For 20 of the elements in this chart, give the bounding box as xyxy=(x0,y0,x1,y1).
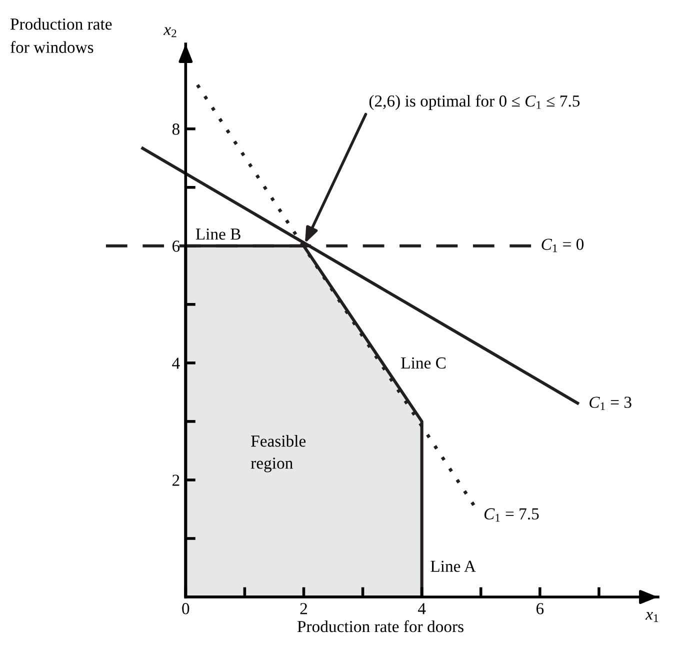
y-axis-title: Production rate for windows xyxy=(10,18,112,53)
annotation: Line C xyxy=(401,357,446,369)
x-tick-label: 2 xyxy=(300,603,307,614)
annotation: Feasible region xyxy=(250,435,306,472)
x-tick-label: 0 xyxy=(182,603,190,614)
y-tick-label: 2 xyxy=(172,474,180,486)
annotation: Line B xyxy=(196,228,240,240)
text: x$_{2}$ xyxy=(163,27,176,38)
x-tick-label: 6 xyxy=(536,603,544,614)
text: x$_{1}$ xyxy=(645,612,658,622)
y-tick-label: 4 xyxy=(172,358,180,369)
series-label: C$_{1}$ = 0 xyxy=(542,238,584,252)
y-tick-label: 6 xyxy=(172,240,180,252)
y-tick-label: 8 xyxy=(172,124,180,135)
x-axis-title: Production rate for doors xyxy=(297,620,464,632)
annotation: (2,6) is optimal for 0 ≤ C$_{1}$ ≤ 7.5 xyxy=(369,94,580,110)
annotation: Line A xyxy=(430,560,476,572)
x-tick-label: 4 xyxy=(418,603,426,614)
series-label: C$_{1}$ = 3 xyxy=(590,396,632,410)
series-label: C$_{1}$ = 7.5 xyxy=(484,508,539,522)
